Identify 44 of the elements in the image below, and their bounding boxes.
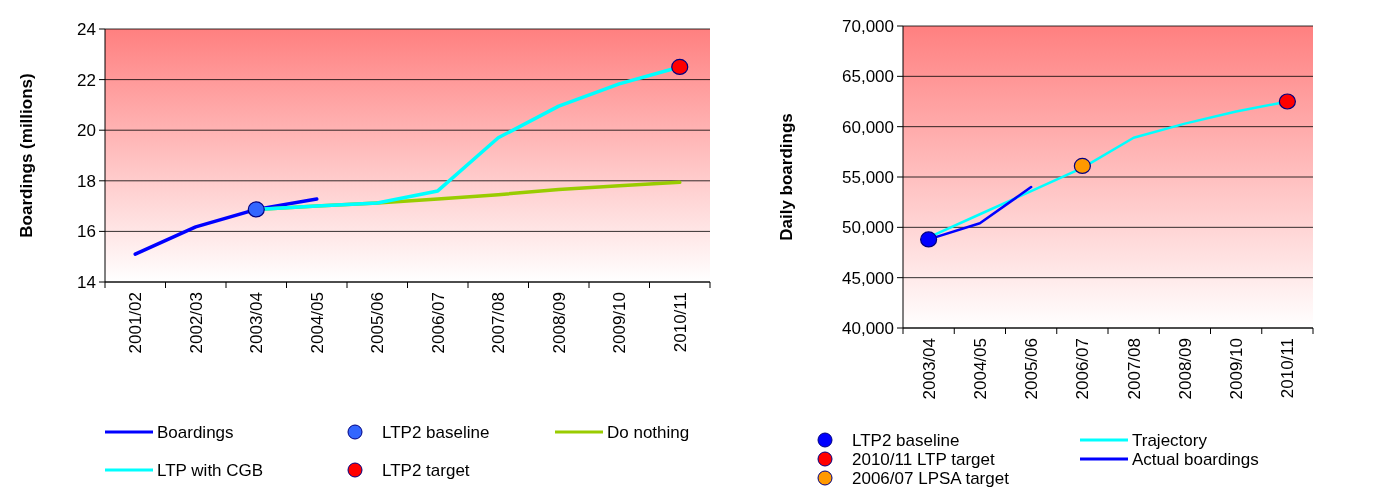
- y-tick-label: 16: [77, 222, 96, 242]
- x-tick-label: 2010/11: [670, 292, 690, 353]
- x-tick-label: 2006/07: [1073, 338, 1093, 400]
- x-tick-label: 2007/08: [1124, 338, 1144, 400]
- y-axis-title: Daily boardings: [777, 113, 796, 241]
- x-tick-label: 2008/09: [1175, 338, 1195, 400]
- x-tick-label: 2005/06: [1022, 338, 1042, 400]
- y-tick-label: 24: [77, 19, 96, 39]
- x-tick-label: 2008/09: [549, 292, 569, 354]
- legend-label: LTP with CGB: [157, 460, 264, 480]
- legend-label: Actual boardings: [1132, 449, 1259, 469]
- x-tick-label: 2010/11: [1278, 338, 1298, 399]
- x-tick-label: 2004/05: [970, 338, 990, 400]
- x-tick-label: 2005/06: [368, 292, 388, 354]
- y-tick-label: 65,000: [842, 67, 894, 87]
- legend-label: Boardings: [157, 422, 234, 442]
- x-tick-label: 2004/05: [307, 292, 327, 354]
- legend-label: LTP2 baseline: [852, 430, 960, 450]
- y-tick-label: 70,000: [842, 16, 894, 36]
- line-series: [133, 197, 319, 256]
- y-tick-label: 22: [77, 70, 96, 90]
- y-tick-label: 60,000: [842, 117, 894, 137]
- y-tick-label: 20: [77, 121, 96, 141]
- legend-label: Do nothing: [607, 422, 690, 442]
- y-tick-label: 14: [77, 272, 96, 292]
- y-tick-label: 50,000: [842, 218, 894, 238]
- y-tick-label: 40,000: [842, 318, 894, 338]
- x-tick-label: 2003/04: [919, 338, 939, 400]
- y-tick-label: 55,000: [842, 167, 894, 187]
- x-tick-label: 2009/10: [1227, 338, 1247, 400]
- legend-label: LTP2 target: [382, 460, 470, 480]
- y-tick-label: 18: [77, 171, 96, 191]
- legend-label: LTP2 baseline: [382, 422, 490, 442]
- x-tick-label: 2006/07: [428, 292, 448, 354]
- legend-label: Trajectory: [1132, 430, 1208, 450]
- x-tick-label: 2009/10: [610, 292, 630, 354]
- x-tick-label: 2002/03: [186, 292, 206, 354]
- x-tick-label: 2003/04: [247, 292, 267, 354]
- legend-label: 2006/07 LPSA target: [852, 468, 1010, 488]
- y-axis-title: Boardings (millions): [17, 73, 36, 238]
- legend-label: 2010/11 LTP target: [852, 449, 995, 469]
- x-tick-label: 2007/08: [489, 292, 509, 354]
- y-tick-label: 45,000: [842, 268, 894, 288]
- x-tick-label: 2001/02: [126, 292, 146, 354]
